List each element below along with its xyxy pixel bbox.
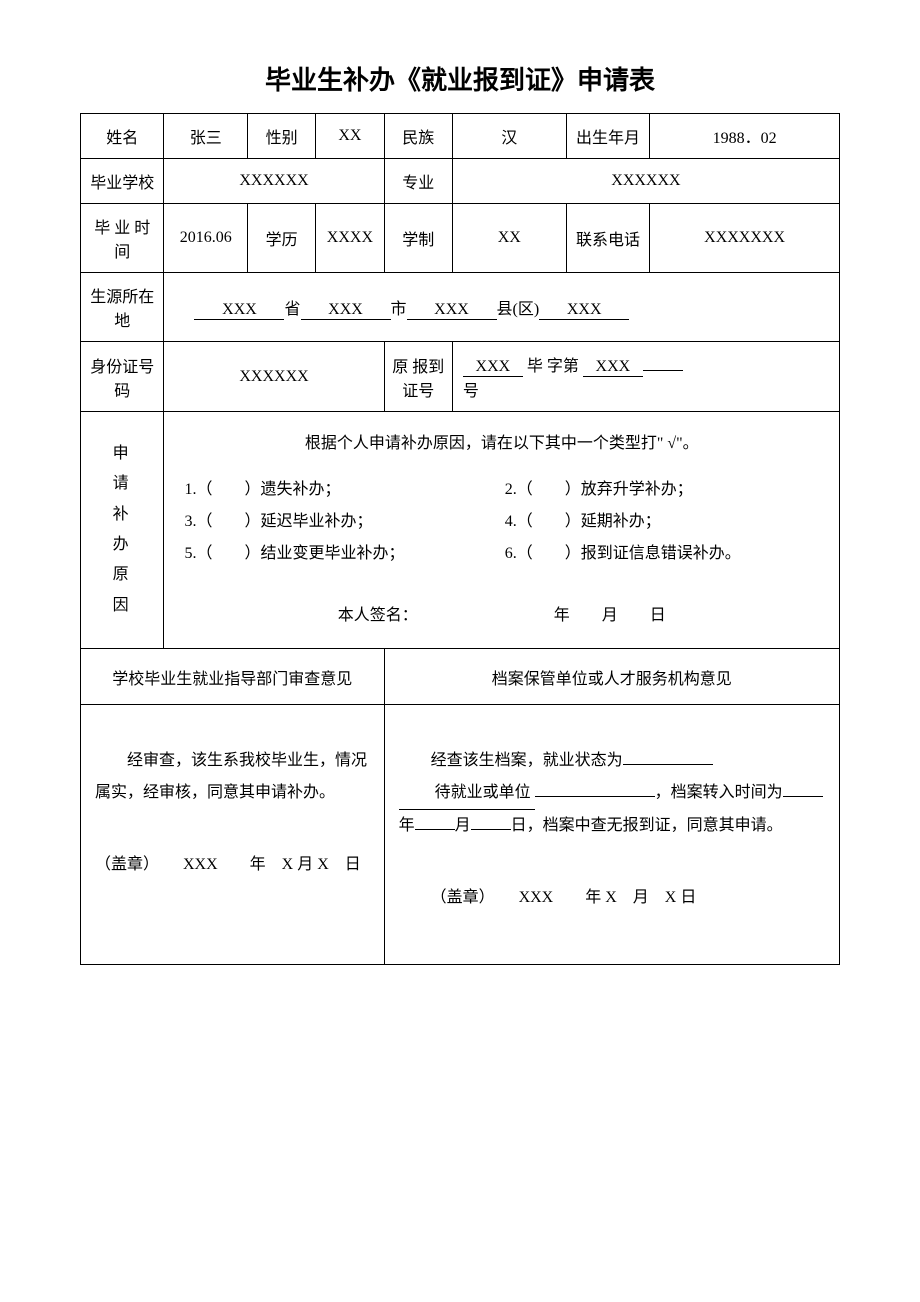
report-prefix: XXX — [463, 358, 523, 377]
school-opinion-body: 经审查，该生系我校毕业生，情况属实，经审核，同意其申请补办。 （盖章） XXX … — [81, 705, 385, 965]
value-education: XXXX — [316, 204, 384, 273]
value-school: XXXXXX — [164, 159, 384, 204]
origin-province: XXX — [194, 301, 284, 320]
signature-line: 本人签名： 年 月 日 — [178, 600, 825, 632]
label-orig-report: 原 报到 证号 — [384, 342, 452, 412]
label-origin: 生源所在地 — [81, 273, 164, 342]
label-birth: 出生年月 — [566, 114, 649, 159]
value-grad-time: 2016.06 — [164, 204, 247, 273]
label-system: 学制 — [384, 204, 452, 273]
school-opinion-text: 经审查，该生系我校毕业生，情况属实，经审核，同意其申请补办。 — [95, 745, 370, 809]
archive-unit-blank — [535, 796, 655, 797]
page-title: 毕业生补办《就业报到证》申请表 — [80, 60, 840, 97]
value-phone: XXXXXXX — [650, 204, 840, 273]
reason-content: 根据个人申请补办原因，请在以下其中一个类型打" √"。 1.（ ）遗失补办； 2… — [164, 412, 840, 649]
label-school: 毕业学校 — [81, 159, 164, 204]
archive-stamp-line: （盖章） XXX 年 X 月 X 日 — [399, 882, 825, 914]
origin-extra: XXX — [539, 301, 629, 320]
origin-city: XXX — [301, 301, 391, 320]
value-id-number: XXXXXX — [164, 342, 384, 412]
reason-options: 1.（ ）遗失补办； 2.（ ）放弃升学补办； 3.（ ）延迟毕业补办； 4.（… — [184, 474, 825, 570]
report-num: XXX — [583, 358, 643, 377]
value-ethnicity: 汉 — [452, 114, 566, 159]
value-gender: XX — [316, 114, 384, 159]
option-5: 5.（ ）结业变更毕业补办； — [184, 538, 504, 570]
origin-county: XXX — [407, 301, 497, 320]
archive-day-blank — [471, 829, 511, 830]
label-id-number: 身份证号码 — [81, 342, 164, 412]
option-4: 4.（ ）延期补办； — [505, 506, 661, 538]
value-major: XXXXXX — [452, 159, 839, 204]
application-form-table: 姓名 张三 性别 XX 民族 汉 出生年月 1988．02 毕业学校 XXXXX… — [80, 113, 840, 965]
label-major: 专业 — [384, 159, 452, 204]
label-name: 姓名 — [81, 114, 164, 159]
label-phone: 联系电话 — [566, 204, 649, 273]
school-stamp-line: （盖章） XXX 年 X 月 X 日 — [95, 849, 370, 881]
signature-date-units: 年 月 日 — [554, 607, 666, 624]
archive-opinion-body: 经查该生档案，就业状态为 待就业或单位 ，档案转入时间为年 月 日，档案中查无报到证，… — [384, 705, 839, 965]
report-suffix: 号 — [463, 383, 479, 400]
archive-month-blank — [415, 829, 455, 830]
unit-county: 县(区) — [497, 301, 540, 318]
label-reason: 申请补办原因 — [81, 412, 164, 649]
value-name: 张三 — [164, 114, 247, 159]
archive-year-unit: 年 — [399, 817, 415, 834]
archive-text-c: ，档案转入时间为 — [655, 784, 783, 801]
report-mid: 毕 字第 — [527, 358, 579, 375]
unit-province: 省 — [284, 301, 300, 318]
option-1: 1.（ ）遗失补办； — [184, 474, 504, 506]
label-grad-time: 毕 业 时间 — [81, 204, 164, 273]
school-opinion-header: 学校毕业生就业指导部门审查意见 — [81, 649, 385, 705]
archive-opinion-text: 经查该生档案，就业状态为 待就业或单位 ，档案转入时间为年 月 日，档案中查无报到证，… — [399, 745, 825, 842]
archive-unit-blank-pre: 待就业或单位 — [399, 777, 535, 810]
value-birth: 1988．02 — [650, 114, 840, 159]
option-6: 6.（ ）报到证信息错误补办。 — [505, 538, 741, 570]
archive-text-a: 经查该生档案，就业状态为 — [431, 752, 623, 769]
archive-month-unit: 月 — [455, 817, 471, 834]
unit-city: 市 — [391, 301, 407, 318]
value-origin: XXX省XXX市XXX县(区)XXX — [164, 273, 840, 342]
archive-year-blank — [783, 796, 823, 797]
archive-status-blank — [623, 764, 713, 765]
reason-header: 根据个人申请补办原因，请在以下其中一个类型打" √"。 — [178, 428, 825, 460]
value-system: XX — [452, 204, 566, 273]
label-ethnicity: 民族 — [384, 114, 452, 159]
archive-text-d: 日，档案中查无报到证，同意其申请。 — [511, 817, 783, 834]
signature-label: 本人签名： — [338, 607, 418, 624]
label-gender: 性别 — [247, 114, 315, 159]
report-blank — [643, 370, 683, 371]
option-2: 2.（ ）放弃升学补办； — [505, 474, 693, 506]
label-education: 学历 — [247, 204, 315, 273]
value-orig-report: XXX 毕 字第 XXX 号 — [452, 342, 839, 412]
archive-opinion-header: 档案保管单位或人才服务机构意见 — [384, 649, 839, 705]
option-3: 3.（ ）延迟毕业补办； — [184, 506, 504, 538]
